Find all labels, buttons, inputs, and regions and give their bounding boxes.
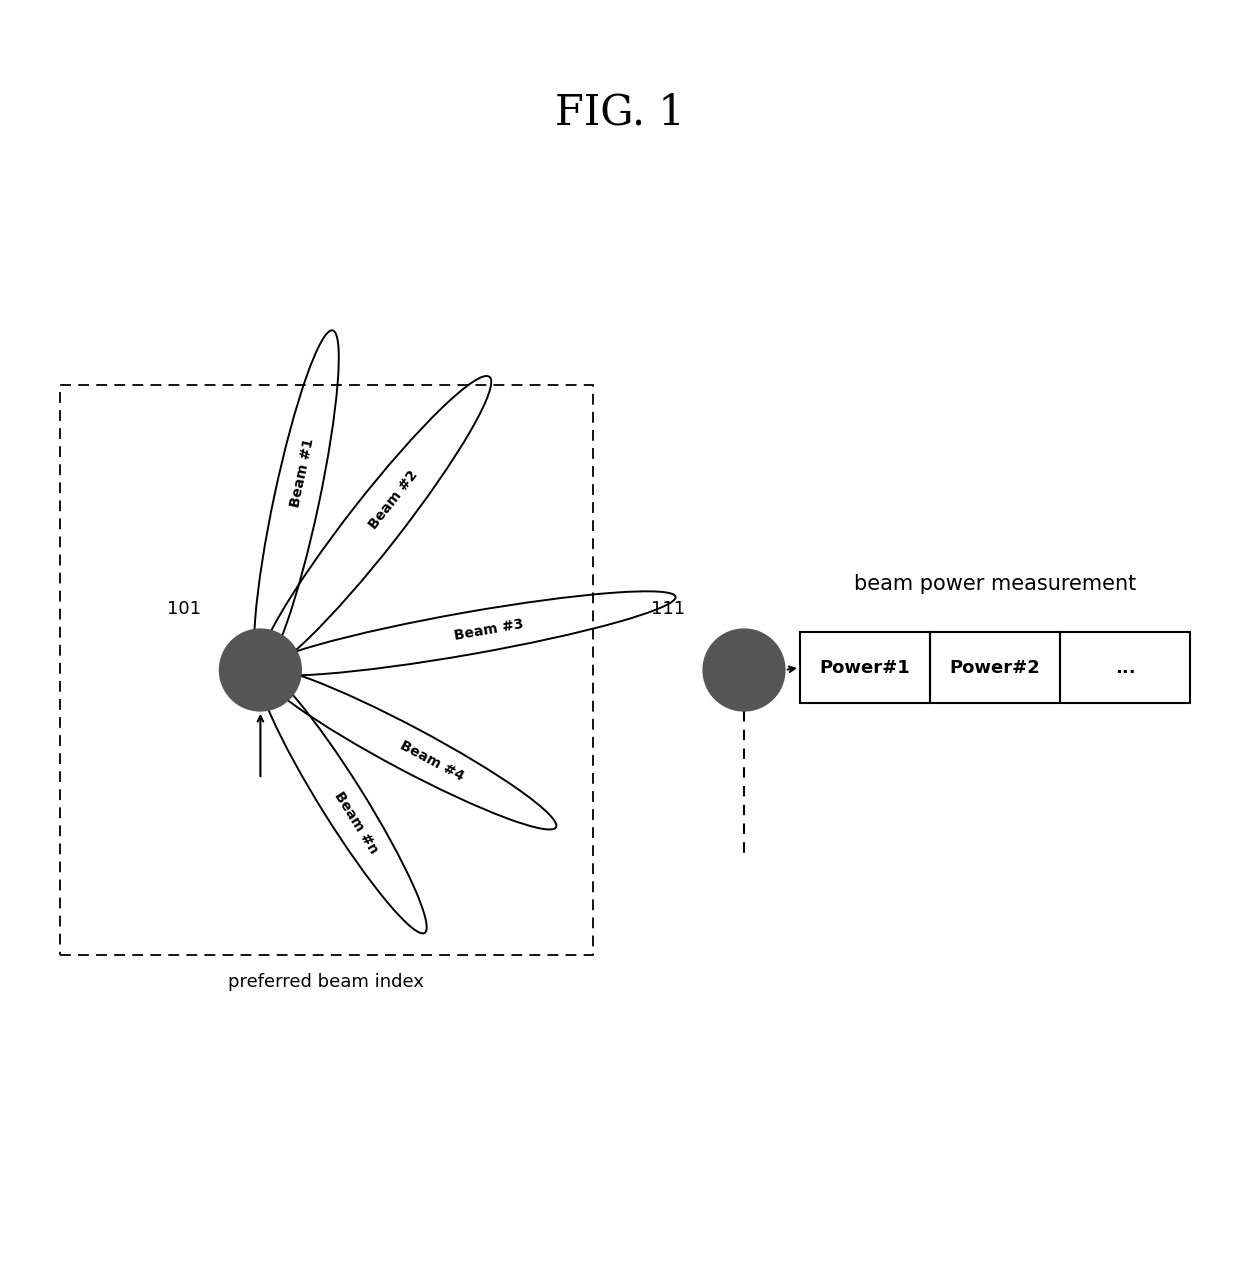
Text: 101: 101	[167, 601, 201, 619]
Text: Power#2: Power#2	[950, 658, 1040, 676]
Circle shape	[219, 629, 301, 711]
Text: preferred beam index: preferred beam index	[228, 974, 424, 992]
Bar	[1060, 631, 1190, 703]
Text: Beam #3: Beam #3	[453, 617, 525, 643]
Text: Power#1: Power#1	[820, 658, 910, 676]
Circle shape	[703, 629, 785, 711]
Text: Beam #2: Beam #2	[366, 468, 420, 532]
Bar	[60, 385, 593, 955]
Bar	[930, 631, 1060, 703]
Text: 111: 111	[651, 601, 686, 619]
Text: beam power measurement: beam power measurement	[854, 574, 1136, 594]
Text: ...: ...	[1115, 658, 1136, 676]
Text: Beam #1: Beam #1	[288, 437, 316, 509]
Text: Beam #n: Beam #n	[331, 789, 381, 856]
Text: Beam #4: Beam #4	[398, 739, 466, 783]
Bar	[800, 631, 930, 703]
Text: FIG. 1: FIG. 1	[556, 91, 684, 133]
